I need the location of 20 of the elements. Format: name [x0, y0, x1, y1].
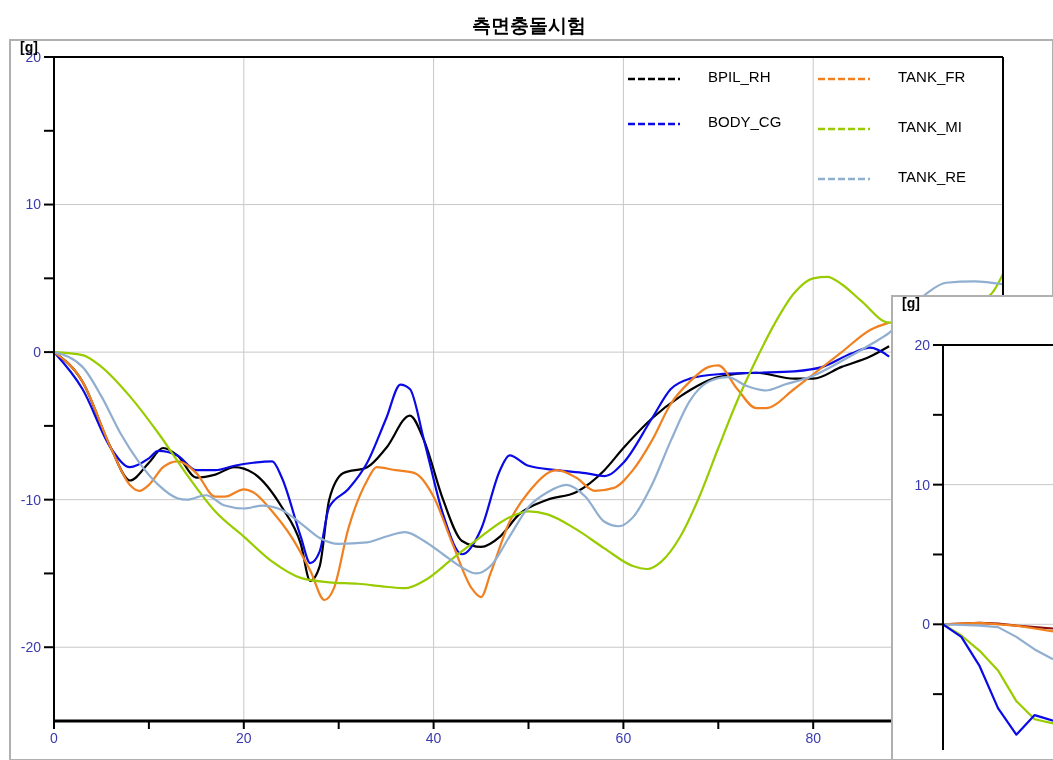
line-series	[943, 623, 1053, 661]
legend-label: TANK_MI	[898, 118, 962, 136]
legend-label: BPIL_RH	[708, 68, 771, 86]
y-tick-label: -20	[20, 639, 42, 656]
y-tick-label: 0	[922, 616, 931, 633]
x-tick-label: 20	[236, 730, 252, 746]
legend-label: TANK_FR	[898, 68, 966, 86]
y-tick-label: 0	[33, 344, 42, 361]
chart-title: 측면충돌시험	[471, 14, 586, 36]
y-tick-label: 20	[914, 336, 931, 353]
y-axis-title: [g]	[902, 295, 920, 311]
legend-label: TANK_RE	[898, 168, 967, 186]
x-tick-label: 60	[615, 730, 632, 746]
y-tick-label: 10	[25, 196, 42, 213]
y-tick-label: -10	[20, 491, 42, 508]
y-tick-label: 10	[914, 476, 931, 493]
legend-label: BODY_CG	[708, 113, 782, 131]
x-tick-label: 80	[805, 730, 822, 746]
x-tick-label: 0	[50, 730, 59, 746]
x-tick-label: 40	[425, 730, 442, 746]
